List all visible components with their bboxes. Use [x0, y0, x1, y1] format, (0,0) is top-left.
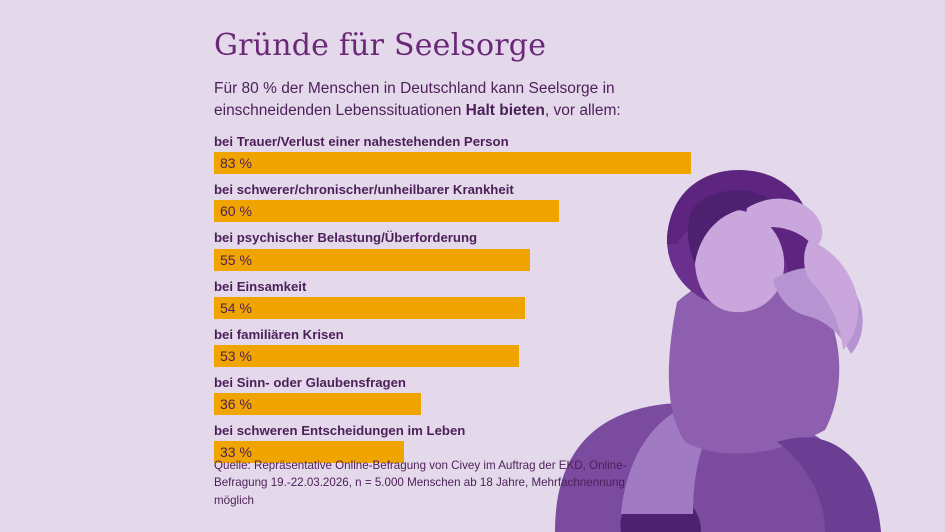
bar-category-label: bei psychischer Belastung/Überforderung — [214, 230, 478, 246]
bar-track: 55 % — [214, 248, 734, 271]
subtitle-emphasis: Halt bieten — [465, 102, 545, 120]
content-column: Gründe für Seelsorge Für 80 % der Mensch… — [214, 0, 914, 532]
bar-value-label: 60 % — [220, 203, 252, 220]
subtitle: Für 80 % der Menschen in Deutschland kan… — [214, 78, 684, 123]
bar-fill: 53 % — [214, 344, 519, 367]
bar-fill: 36 % — [214, 393, 421, 416]
bar-category-label: bei Sinn- oder Glaubensfragen — [214, 374, 406, 390]
subtitle-part-2: , vor allem: — [544, 102, 621, 120]
bar-track: 53 % — [214, 344, 734, 367]
bar-category-label: bei schwerer/chronischer/unheilbarer Kra… — [214, 182, 514, 198]
bar-value-label: 33 % — [220, 444, 252, 461]
bar-track: 33 % — [214, 441, 734, 464]
bar-value-label: 36 % — [220, 396, 252, 413]
bar-category-label: bei Einsamkeit — [214, 278, 307, 294]
bar-value-label: 83 % — [220, 155, 252, 172]
bar-group: bei schwerer/chronischer/unheilbarer Kra… — [214, 182, 734, 223]
bar-track: 83 % — [214, 152, 734, 175]
bar-value-label: 54 % — [220, 299, 252, 316]
bar-group: bei schweren Entscheidungen im Leben 33 % — [214, 423, 734, 464]
bar-fill: 33 % — [214, 441, 404, 464]
bar-fill: 54 % — [214, 296, 525, 319]
bar-group: bei psychischer Belastung/Überforderung 5… — [214, 230, 734, 271]
subtitle-part-1: Für 80 % der Menschen in Deutschland kan… — [214, 80, 615, 120]
page-title: Gründe für Seelsorge — [214, 28, 547, 63]
bar-group: bei familiären Krisen 53 % — [214, 327, 734, 367]
bar-track: 54 % — [214, 296, 734, 319]
source-note: Quelle: Repräsentative Online-Befragung … — [214, 459, 627, 507]
illustration-sitting-person — [525, 112, 945, 532]
bar-fill: 55 % — [214, 248, 531, 271]
bar-fill: 60 % — [214, 200, 559, 223]
bar-group: bei Trauer/Verlust einer nahestehenden P… — [214, 134, 734, 175]
bar-chart: bei Trauer/Verlust einer nahestehenden P… — [214, 134, 734, 471]
bar-category-label: bei schweren Entscheidungen im Leben — [214, 423, 466, 439]
bar-group: bei Sinn- oder Glaubensfragen 36 % — [214, 374, 734, 416]
bar-track: 36 % — [214, 393, 734, 416]
bar-category-label: bei familiären Krisen — [214, 326, 344, 342]
bar-track: 60 % — [214, 200, 734, 223]
bar-fill: 83 % — [214, 152, 692, 175]
bar-category-label: bei Trauer/Verlust einer nahestehenden P… — [214, 134, 509, 149]
bar-group: bei Einsamkeit 54 % — [214, 279, 734, 319]
bar-value-label: 53 % — [220, 347, 252, 364]
bar-value-label: 55 % — [220, 251, 252, 268]
